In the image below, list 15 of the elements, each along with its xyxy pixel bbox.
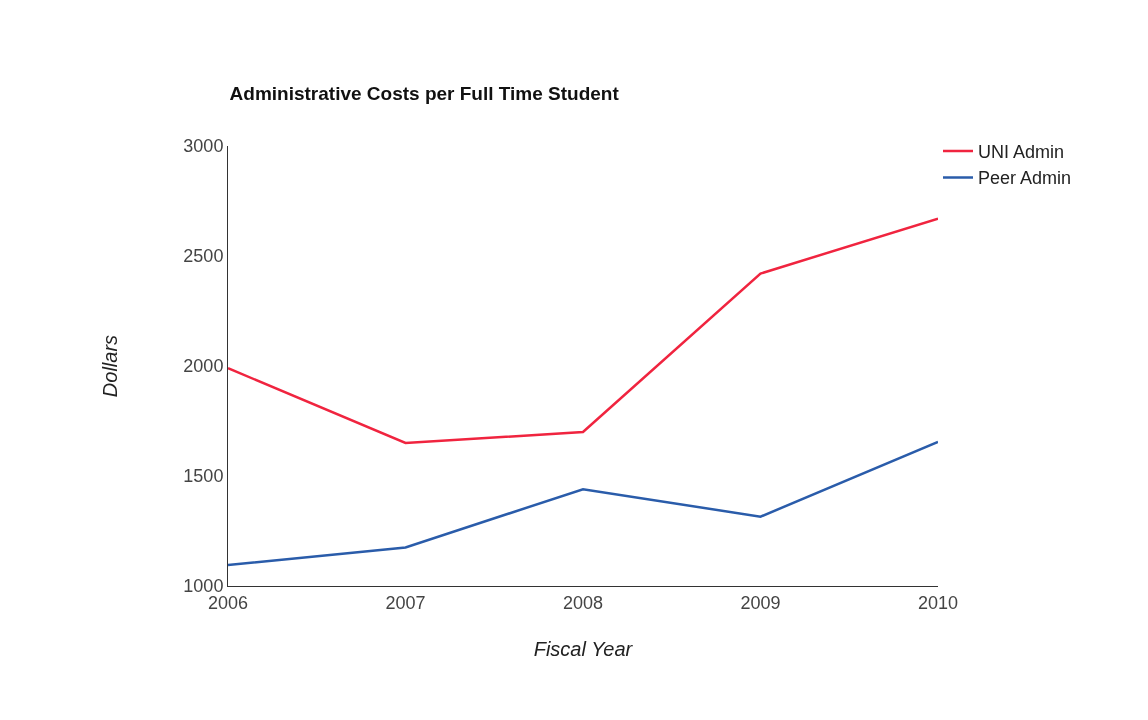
x-tick-label: 2010	[917, 592, 959, 613]
y-axis-title: Dollars	[98, 334, 121, 398]
chart-title: Administrative Costs per Full Time Student	[229, 82, 620, 104]
line-series	[228, 217, 938, 445]
x-tick-label: 2009	[740, 592, 781, 613]
legend-label: UNI Admin	[978, 142, 1065, 163]
line-series	[228, 440, 938, 567]
y-tick-label: 3000	[183, 136, 224, 157]
x-axis-title: Fiscal Year	[533, 638, 634, 661]
y-tick-label: 1500	[183, 466, 224, 487]
x-tick-label: 2007	[385, 592, 426, 613]
y-tick-label: 2000	[183, 356, 224, 377]
legend-label: Peer Admin	[978, 168, 1072, 189]
x-tick-label: 2008	[562, 592, 604, 613]
y-tick-label: 2500	[183, 246, 224, 267]
